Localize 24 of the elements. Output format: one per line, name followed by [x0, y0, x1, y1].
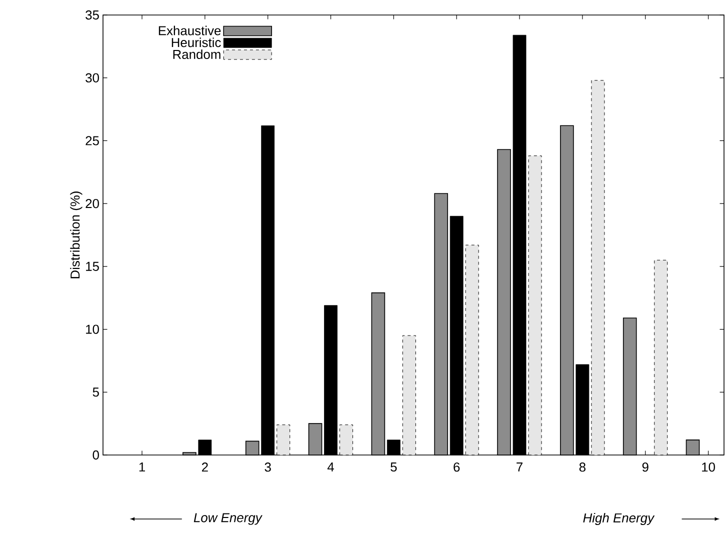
y-tick-label: 10	[86, 324, 99, 334]
text: Low Energy	[194, 513, 262, 525]
y-tick-label: 20	[86, 198, 99, 208]
y-tick-label: 0	[92, 450, 99, 460]
legend-label: Heuristic	[172, 38, 221, 48]
x-tick-label: 7	[516, 462, 522, 472]
x-tick-label: 6	[454, 462, 460, 472]
x-tick-label: 2	[202, 462, 208, 472]
y-tick-label: 25	[86, 136, 99, 146]
legend-label: Exhaustive	[158, 26, 221, 36]
y-tick-label: 35	[86, 10, 99, 20]
x-tick-label: 1	[139, 462, 145, 472]
x-tick-label: 8	[579, 462, 586, 472]
y-tick-label: 15	[86, 262, 99, 271]
y-tick-label: 30	[86, 73, 99, 82]
x-tick-label: 10	[702, 462, 715, 472]
x-tick-label: 4	[327, 462, 334, 472]
legend-label: Random	[173, 50, 220, 60]
text: High Energy	[583, 512, 655, 526]
x-tick-label: 9	[642, 462, 648, 472]
y-tick-label: 5	[92, 388, 99, 397]
x-tick-label: 5	[390, 462, 397, 472]
y-axis-title: Distribution (%)	[70, 192, 82, 278]
x-tick-label: 3	[264, 462, 271, 472]
